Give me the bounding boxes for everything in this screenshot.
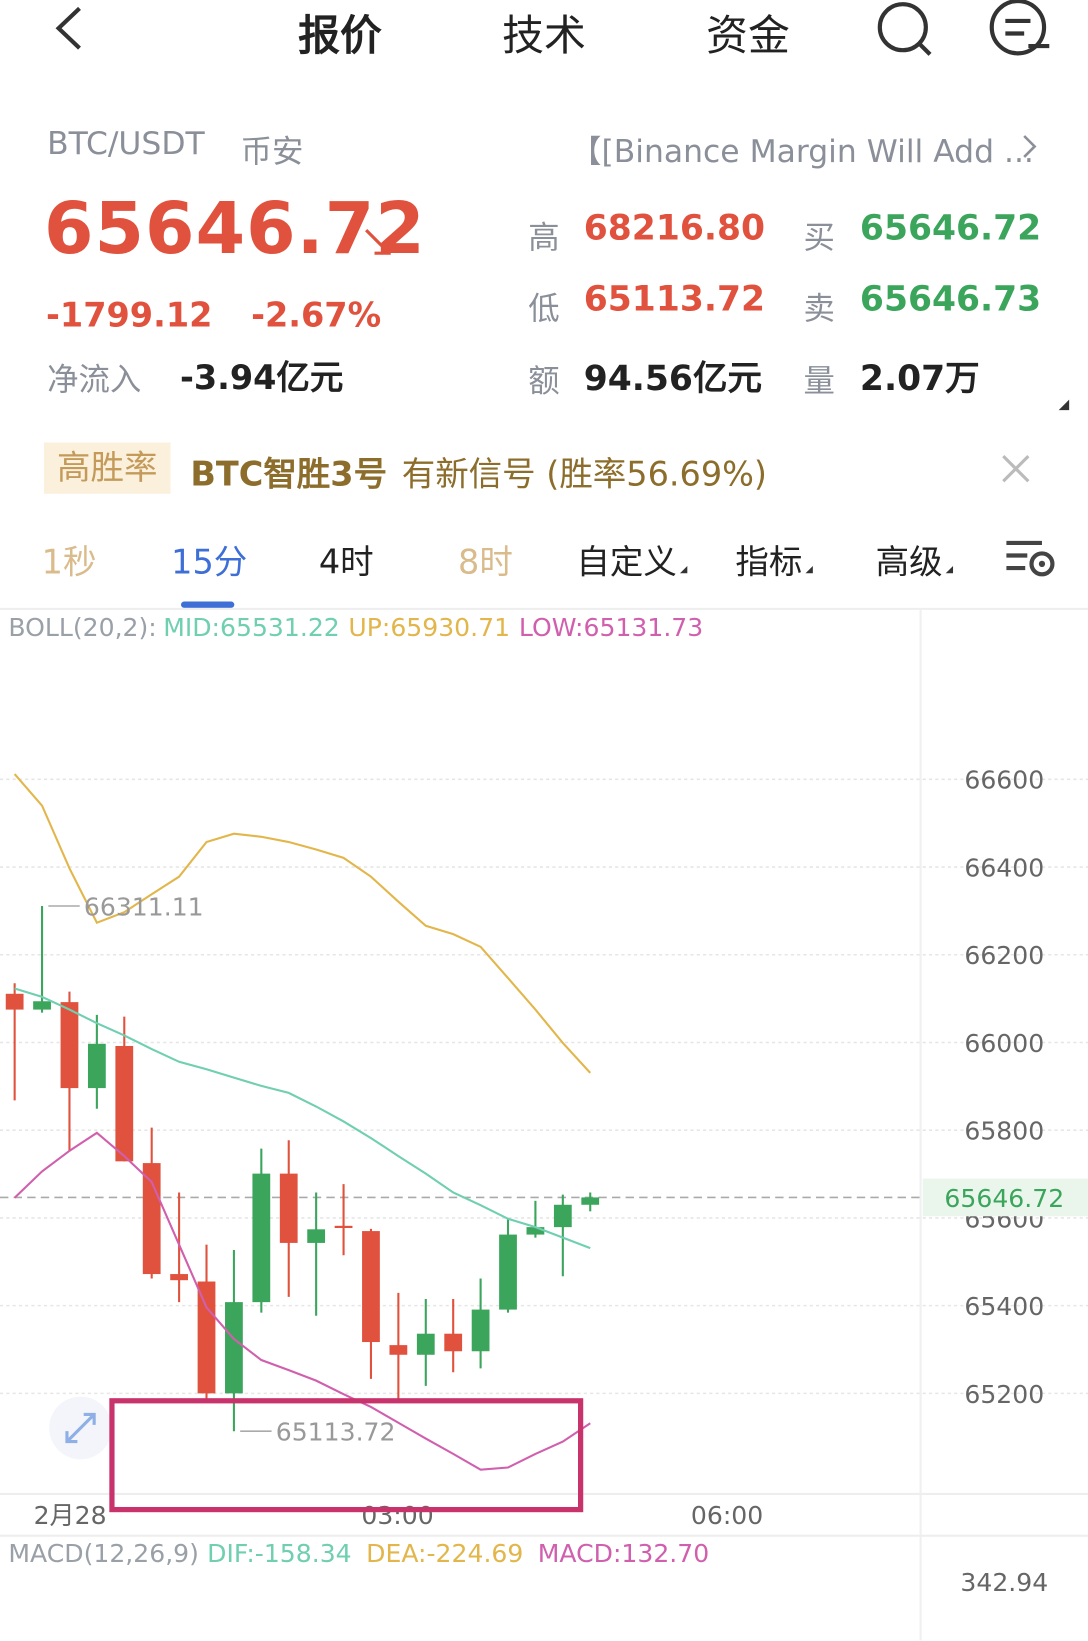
period-tab[interactable]: 指标	[735, 536, 813, 584]
candle-body	[526, 1227, 545, 1235]
change: -1799.12	[46, 295, 213, 335]
boll-up	[13, 773, 592, 1074]
stat-label: 高	[528, 219, 560, 257]
high-annotation: 66311.11	[84, 892, 204, 921]
news-arrow[interactable]	[1019, 132, 1040, 161]
expand-icon	[65, 1412, 96, 1444]
menu-icon[interactable]	[987, 0, 1054, 59]
period-tab[interactable]: 8时	[458, 541, 513, 582]
candle-body	[170, 1274, 188, 1281]
chart-settings[interactable]	[1004, 539, 1056, 581]
net-inflow: -3.94亿元	[179, 357, 344, 398]
y-tick-label: 65800	[964, 1117, 1044, 1146]
tab-fund[interactable]: 资金	[706, 12, 790, 61]
candle-body	[581, 1197, 600, 1205]
candle-body	[471, 1309, 490, 1352]
macd-axis-label: 342.94	[960, 1568, 1048, 1597]
y-tick-label: 66400	[964, 853, 1044, 882]
period-label: 指标	[735, 541, 803, 582]
macd-name: MACD(12,26,9)	[8, 1539, 199, 1568]
banner-tag: 高胜率	[43, 442, 171, 494]
boll-name: BOLL(20,2):	[8, 613, 156, 642]
y-tick-label: 65400	[964, 1292, 1044, 1321]
change-pct: -2.67%	[251, 295, 382, 335]
period-tab[interactable]: 自定义	[576, 536, 688, 584]
candle-body	[499, 1234, 517, 1310]
pair: BTC/USDT	[47, 125, 205, 163]
stat-label: 买	[803, 219, 835, 257]
period-label: 自定义	[576, 541, 677, 582]
net-inflow-label: 净流入	[47, 361, 142, 399]
chart-group: BOLL(20,2): MID:65531.22 UP:65930.71 LOW…	[0, 607, 1088, 1641]
current-price-label: 65646.72	[944, 1184, 1064, 1213]
candle-body	[279, 1173, 298, 1243]
candle-body	[416, 1333, 435, 1355]
stat-value: 2.07万	[859, 357, 980, 399]
tab-quote[interactable]: 报价	[298, 12, 382, 61]
candle-body	[225, 1302, 243, 1394]
boll-up: UP:65930.71	[348, 613, 510, 642]
search-icon[interactable]	[874, 0, 937, 59]
candle-body	[197, 1281, 216, 1394]
boll-mid	[14, 987, 591, 1250]
expand-triangle[interactable]	[1057, 398, 1072, 413]
macd-dif: DIF:-158.34	[207, 1539, 352, 1568]
candle-body	[252, 1173, 271, 1303]
stat-label: 卖	[803, 290, 835, 328]
current-price-box	[922, 1178, 1088, 1217]
candle-body	[87, 1043, 106, 1089]
period-tab[interactable]: 4时	[318, 541, 374, 582]
x-tick-label: 06:00	[691, 1501, 763, 1530]
stat-value: 68216.80	[583, 207, 766, 248]
news[interactable]: 【[Binance Margin Will Add ...	[570, 133, 1034, 171]
candle-body	[33, 1001, 51, 1010]
boll-low	[13, 1131, 591, 1471]
last-price: 65646.72	[43, 188, 426, 271]
stat-label: 额	[528, 363, 560, 400]
stat-value: 65113.72	[583, 278, 766, 320]
banner-name[interactable]: BTC智胜3号	[190, 454, 388, 494]
y-tick-label: 65200	[964, 1380, 1044, 1409]
y-tick-label: 66600	[964, 766, 1044, 795]
back-button[interactable]	[50, 4, 88, 52]
candle-body	[307, 1229, 326, 1243]
macd-dea: DEA:-224.69	[366, 1539, 523, 1568]
period-tab[interactable]: 15分	[171, 541, 248, 582]
stat-value: 65646.73	[859, 278, 1042, 320]
stat-label: 量	[803, 363, 835, 400]
exchange: 币安	[240, 133, 304, 171]
period-tab[interactable]: 高级	[875, 536, 954, 584]
candle-body	[142, 1163, 161, 1275]
period-underline	[180, 601, 235, 608]
stat-value: 94.56亿元	[583, 357, 763, 399]
y-tick-label: 66000	[964, 1029, 1044, 1058]
boll-mid: MID:65531.22	[163, 613, 340, 642]
x-tick-label: 2月28	[34, 1501, 107, 1530]
candle-body	[334, 1225, 353, 1229]
stat-value: 65646.72	[859, 207, 1042, 248]
down-arrow	[365, 229, 391, 255]
tab-tech[interactable]: 技术	[502, 12, 586, 61]
candle-body	[5, 993, 24, 1010]
candle-body	[553, 1204, 572, 1228]
candle-body	[389, 1345, 408, 1355]
highlight-box	[109, 1398, 584, 1513]
macd-value: MACD:132.70	[538, 1539, 709, 1568]
candle-body	[444, 1333, 463, 1352]
x-tick-label: 03:00	[361, 1501, 433, 1530]
boll-low: LOW:65131.73	[519, 613, 703, 642]
stat-label: 低	[528, 290, 560, 328]
y-tick-label: 66200	[964, 941, 1044, 970]
candle-body	[362, 1231, 380, 1343]
kline-chart: BOLL(20,2): MID:65531.22 UP:65930.71 LOW…	[0, 607, 1088, 1641]
period-tab[interactable]: 1秒	[41, 541, 97, 582]
banner-text[interactable]: 有新信号 (胜率56.69%)	[401, 454, 768, 494]
period-label: 高级	[875, 541, 943, 582]
low-annotation: 65113.72	[276, 1418, 396, 1447]
candle-body	[60, 1002, 79, 1089]
close-banner[interactable]	[1000, 453, 1031, 484]
candle-body	[115, 1045, 134, 1162]
